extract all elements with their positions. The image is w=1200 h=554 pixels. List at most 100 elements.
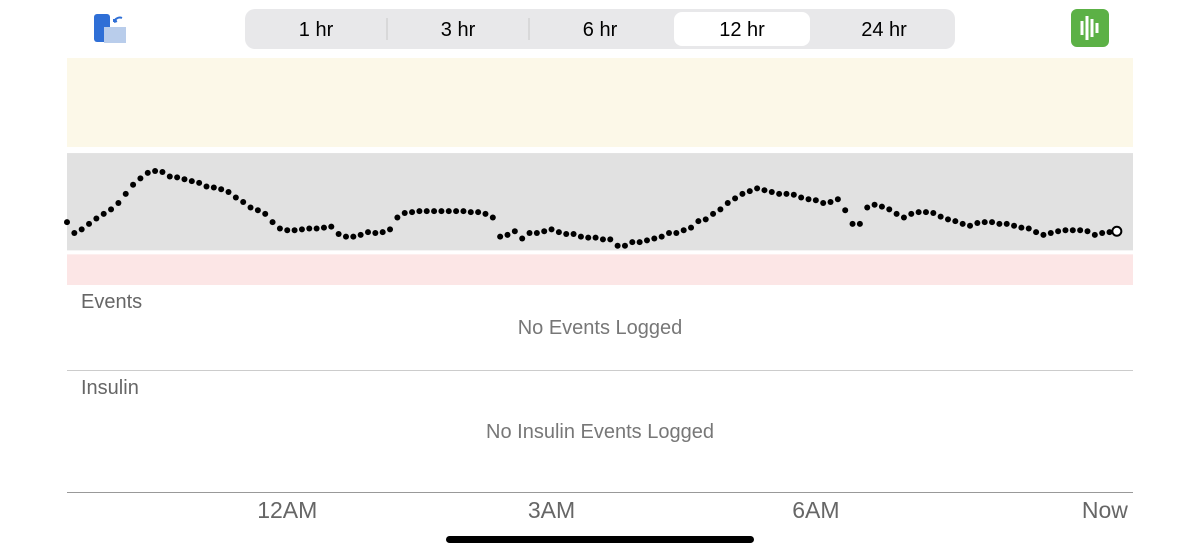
glucose-reading — [651, 235, 658, 242]
glucose-reading — [776, 190, 783, 197]
glucose-reading — [607, 236, 614, 243]
glucose-reading — [724, 199, 731, 206]
glucose-reading — [1047, 230, 1054, 237]
glucose-reading — [820, 199, 827, 206]
glucose-reading — [78, 226, 85, 233]
glucose-reading — [1106, 229, 1113, 236]
glucose-reading — [453, 208, 460, 215]
glucose-reading — [621, 242, 628, 249]
glucose-reading — [320, 224, 327, 231]
glucose-reading — [387, 226, 394, 233]
glucose-reading — [798, 194, 805, 201]
segment[interactable]: 1 hr — [299, 19, 334, 41]
glucose-reading — [86, 220, 93, 227]
glucose-reading — [666, 230, 673, 237]
glucose-reading — [284, 227, 291, 234]
glucose-reading — [768, 189, 775, 196]
rotate-arrow — [113, 16, 123, 23]
glucose-reading — [350, 233, 357, 240]
glucose-reading — [122, 190, 129, 197]
glucose-reading — [482, 210, 489, 217]
glucose-reading — [937, 213, 944, 220]
glucose-reading — [519, 235, 526, 242]
glucose-reading — [739, 190, 746, 197]
glucose-reading — [834, 196, 841, 203]
glucose-reading — [548, 226, 555, 233]
glucose-reading — [930, 209, 937, 216]
glucose-reading — [152, 168, 159, 175]
segment[interactable]: 6 hr — [583, 19, 618, 41]
glucose-reading — [269, 219, 276, 226]
glucose-reading — [636, 239, 643, 246]
glucose-reading — [1033, 229, 1040, 236]
glucose-reading — [643, 237, 650, 244]
glucose-reading — [805, 196, 812, 203]
glucose-reading — [144, 169, 151, 176]
glucose-reading — [658, 233, 665, 240]
glucose-reading — [629, 239, 636, 246]
glucose-reading — [71, 230, 78, 237]
glucose-reading — [497, 233, 504, 240]
glucose-reading — [100, 210, 107, 217]
sound-button[interactable] — [1071, 9, 1109, 47]
glucose-reading — [342, 233, 349, 240]
glucose-reading — [467, 209, 474, 216]
glucose-reading — [989, 219, 996, 226]
glucose-reading — [563, 230, 570, 237]
home-indicator — [446, 536, 754, 543]
glucose-reading — [526, 230, 533, 237]
glucose-reading — [555, 229, 562, 236]
section-title: Insulin — [81, 377, 139, 399]
glucose-reading — [166, 173, 173, 180]
glucose-reading — [1084, 228, 1091, 235]
glucose-reading — [886, 206, 893, 213]
glucose-reading — [313, 225, 320, 232]
glucose-reading — [225, 189, 232, 196]
glucose-reading — [761, 187, 768, 194]
glucose-reading — [181, 176, 188, 183]
glucose-reading — [1025, 225, 1032, 232]
phone-icon[interactable] — [94, 14, 126, 43]
empty-message: No Insulin Events Logged — [486, 421, 714, 443]
glucose-reading — [445, 208, 452, 215]
phone-shape — [104, 27, 126, 43]
glucose-reading — [1077, 227, 1084, 234]
glucose-reading — [93, 215, 100, 222]
glucose-reading — [1055, 228, 1062, 235]
glucose-reading — [1003, 220, 1010, 227]
glucose-reading — [409, 209, 416, 216]
glucose-reading — [357, 231, 364, 238]
glucose-reading — [746, 188, 753, 195]
glucose-reading — [489, 214, 496, 221]
glucose-reading — [1018, 224, 1025, 231]
glucose-reading — [254, 207, 261, 214]
glucose-reading — [372, 230, 379, 237]
glucose-reading — [335, 230, 342, 237]
glucose-reading — [306, 225, 313, 232]
glucose-reading — [783, 190, 790, 197]
empty-message: No Events Logged — [518, 317, 683, 339]
segment[interactable]: 12 hr — [719, 19, 765, 41]
glucose-reading — [871, 201, 878, 208]
glucose-reading — [974, 220, 981, 227]
glucose-reading — [864, 204, 871, 211]
glucose-reading — [423, 208, 430, 215]
glucose-reading — [710, 210, 717, 217]
glucose-reading — [276, 225, 283, 232]
glucose-reading — [504, 231, 511, 238]
glucose-reading — [673, 230, 680, 237]
glucose-reading — [240, 199, 247, 206]
glucose-reading — [291, 227, 298, 234]
segment[interactable]: 24 hr — [861, 19, 907, 41]
segment[interactable]: 3 hr — [441, 19, 476, 41]
glucose-reading — [592, 234, 599, 241]
glucose-reading — [680, 227, 687, 234]
glucose-reading — [915, 209, 922, 216]
glucose-reading — [401, 209, 408, 216]
target-band — [67, 153, 1133, 251]
glucose-reading — [732, 195, 739, 202]
glucose-reading — [533, 230, 540, 237]
x-tick-label: 3AM — [528, 497, 575, 523]
glucose-reading — [1011, 222, 1018, 229]
glucose-reading — [952, 218, 959, 225]
